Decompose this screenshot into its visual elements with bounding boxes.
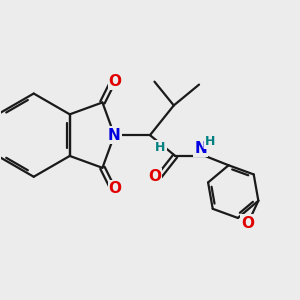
Text: O: O [148,169,161,184]
Text: O: O [242,216,254,231]
Text: N: N [108,128,121,142]
Text: H: H [205,135,215,148]
Text: H: H [155,140,166,154]
Text: N: N [194,141,207,156]
Text: O: O [109,74,122,89]
Text: O: O [109,181,122,196]
